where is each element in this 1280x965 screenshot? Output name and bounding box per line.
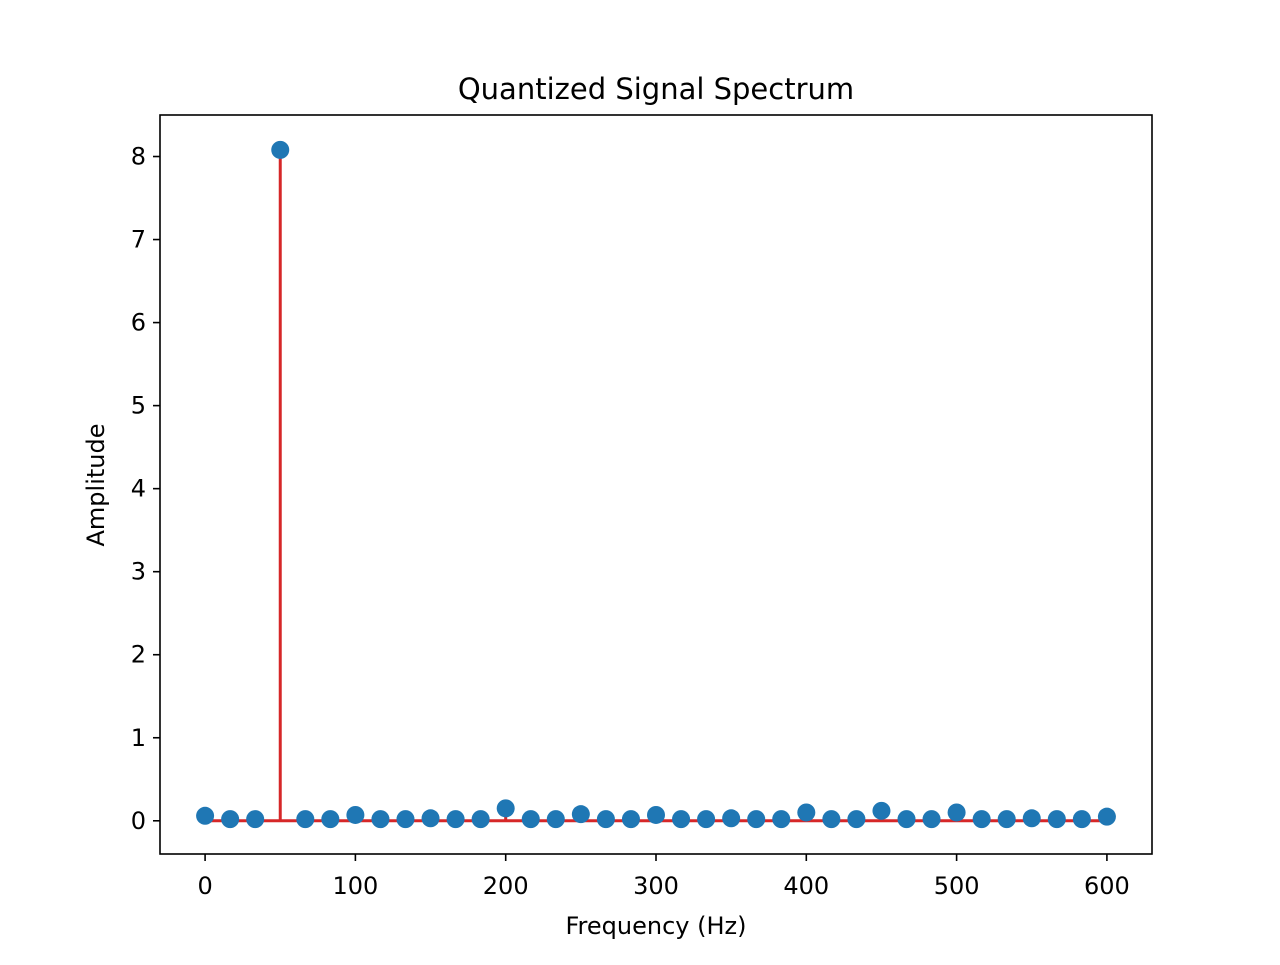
data-point — [772, 810, 791, 829]
data-point — [1097, 807, 1116, 826]
data-point — [321, 810, 340, 829]
data-point — [697, 810, 716, 829]
y-axis-label: Amplitude — [82, 424, 110, 547]
data-point — [722, 809, 741, 828]
data-point — [571, 805, 590, 824]
chart-title: Quantized Signal Spectrum — [458, 72, 854, 106]
data-point — [621, 810, 640, 829]
plot-area — [196, 140, 1116, 829]
y-tick-label: 8 — [131, 143, 146, 171]
data-point — [1047, 810, 1066, 829]
data-point — [822, 810, 841, 829]
data-point — [446, 810, 465, 829]
x-tick-label: 400 — [783, 872, 829, 900]
data-point — [596, 810, 615, 829]
y-tick-label: 3 — [131, 558, 146, 586]
data-point — [221, 810, 240, 829]
data-point — [747, 810, 766, 829]
x-tick-label: 200 — [483, 872, 529, 900]
y-tick-label: 0 — [131, 807, 146, 835]
x-tick-label: 100 — [332, 872, 378, 900]
y-tick-label: 2 — [131, 641, 146, 669]
data-point — [296, 810, 315, 829]
x-tick-label: 600 — [1084, 872, 1130, 900]
data-point — [897, 810, 916, 829]
data-point — [271, 140, 290, 159]
data-point — [246, 810, 265, 829]
x-tick-label: 300 — [633, 872, 679, 900]
x-axis-ticks: 0 100 200 300 400 500 600 — [197, 854, 1130, 900]
data-point — [496, 799, 515, 818]
data-point — [672, 810, 691, 829]
data-point — [1022, 809, 1041, 828]
data-point — [972, 810, 991, 829]
data-point — [1072, 810, 1091, 829]
y-tick-label: 4 — [131, 475, 146, 503]
data-point — [647, 805, 665, 824]
y-tick-label: 6 — [131, 309, 146, 337]
y-tick-label: 1 — [131, 724, 146, 752]
data-point — [947, 803, 966, 822]
data-point — [396, 810, 415, 829]
data-point — [797, 803, 816, 822]
data-point — [346, 805, 365, 824]
y-tick-label: 7 — [131, 226, 146, 254]
data-point — [196, 806, 215, 825]
x-axis-label: Frequency (Hz) — [566, 912, 747, 940]
data-point — [546, 810, 565, 829]
x-tick-label: 0 — [197, 872, 212, 900]
data-point — [521, 810, 540, 829]
data-point — [847, 810, 866, 829]
data-point — [371, 810, 390, 829]
data-point — [471, 810, 490, 829]
x-tick-label: 500 — [934, 872, 980, 900]
data-point — [872, 801, 891, 820]
data-point — [922, 810, 941, 829]
data-point — [997, 810, 1016, 829]
y-axis-ticks: 0 1 2 3 4 5 6 7 8 — [131, 143, 160, 835]
data-point — [421, 809, 440, 828]
y-tick-label: 5 — [131, 392, 146, 420]
